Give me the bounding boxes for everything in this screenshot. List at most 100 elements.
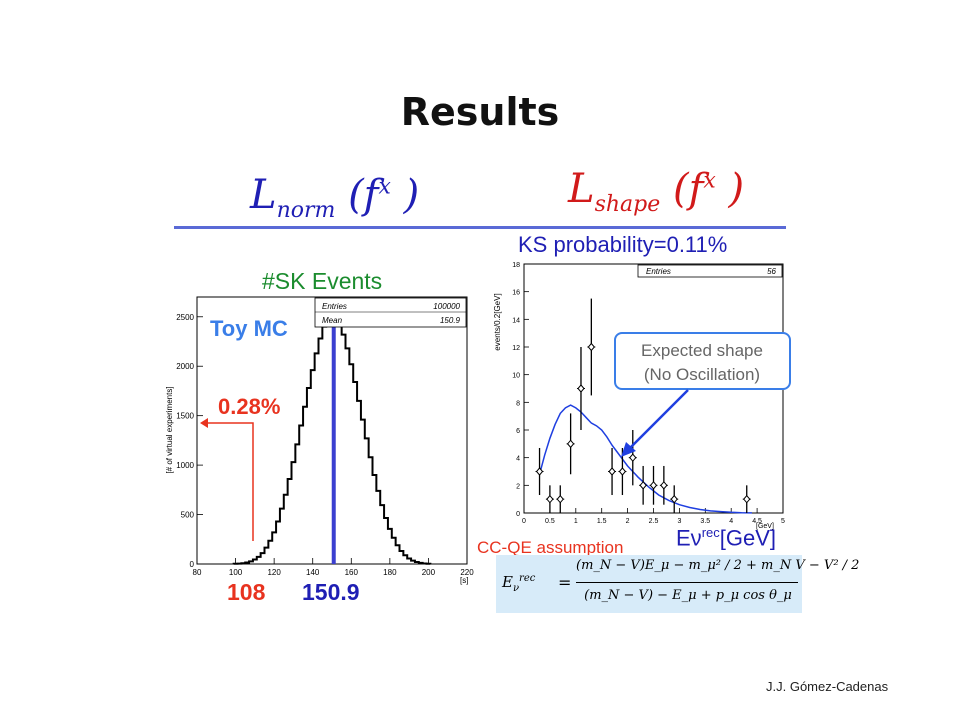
y-tick-label: 0: [516, 511, 520, 518]
stats-entries-value: 100000: [433, 302, 460, 311]
stats-entries-label: Entries: [322, 302, 347, 311]
data-point: [629, 453, 637, 462]
author-credit: J.J. Gómez-Cadenas: [766, 679, 889, 694]
slide-title: Results: [400, 90, 560, 134]
energy-unit-tail: [GeV]: [719, 525, 776, 551]
data-point: [649, 481, 658, 490]
right-panel-title: KS probability=0.11%: [518, 232, 728, 257]
left-stats-box: Entries 100000 Mean 150.9: [314, 297, 467, 328]
y-tick-label: 2500: [176, 313, 194, 322]
y-tick-label: 1500: [176, 412, 194, 421]
y-tick-label: 4: [516, 456, 520, 463]
energy-unit-label: Eνrec [GeV]: [676, 525, 776, 551]
ks-scatter-plot: 0 0.5 1 1.5 2 2.5 3 3.5 4 4.5 5 0 2 4 6 8 10 12 14 16 18 En…: [493, 262, 791, 530]
value-mean-label: 150.9: [302, 579, 360, 605]
toy-mc-label: Toy MC: [210, 316, 288, 341]
expected-shape-callout: [614, 332, 791, 390]
data-point: [608, 467, 616, 476]
cc-qe-label: CC-QE assumption: [477, 538, 624, 557]
formula-numerator: (m_N − V)E_μ − m_μ² / 2 + m_N V − V² / 2: [576, 558, 860, 573]
y-tick-label: 2: [516, 483, 520, 490]
data-point: [535, 467, 544, 476]
energy-unit-base: Eν: [676, 525, 702, 551]
formula-fraction-bar: [576, 582, 798, 583]
data-point: [670, 494, 678, 504]
y-tick-label: 10: [512, 373, 520, 380]
x-tick-label: 200: [422, 568, 436, 577]
title-divider: [174, 226, 786, 229]
value-108-label: 108: [227, 579, 266, 605]
x-tick-label: 160: [345, 568, 359, 577]
y-tick-label: 16: [512, 290, 520, 297]
x-tick-label: 3.5: [700, 518, 710, 525]
formula-lhs-base: E: [502, 573, 513, 591]
x-tick-label: 1.5: [597, 518, 607, 525]
percent-label: 0.28%: [218, 394, 281, 419]
x-tick-label: 0: [522, 518, 526, 525]
formula-superscript: x: [703, 168, 716, 194]
x-tick-label: 1: [574, 518, 578, 525]
left-panel-title: #SK Events: [262, 268, 383, 294]
y-tick-label: 6: [516, 428, 520, 435]
y-tick-label: 0: [190, 560, 195, 569]
y-axis-ticks: 0 500 1000 1500 2000 2500: [176, 313, 203, 569]
data-point: [556, 494, 564, 504]
formula-base: L: [250, 172, 277, 218]
formula-lhs: Eνrec: [502, 573, 535, 594]
y-tick-label: 18: [512, 262, 520, 269]
red-arrow-head: [200, 418, 208, 428]
formula-close: ): [403, 172, 420, 218]
stats-entries-value: 56: [767, 267, 776, 276]
y-axis-ticks: 0 2 4 6 8 10 12 14 16 18: [512, 262, 529, 518]
x-tick-label: 4.5: [752, 518, 762, 525]
x-tick-label: 220: [460, 568, 474, 577]
formula-superscript: x: [378, 174, 391, 200]
x-tick-label: 5: [781, 518, 785, 525]
red-arrow-line: [206, 422, 254, 541]
y-axis-label: events/0.2[GeV]: [493, 293, 502, 350]
y-tick-label: 14: [512, 317, 520, 324]
x-tick-label: 2.5: [649, 518, 659, 525]
x-tick-label: 3: [677, 518, 681, 525]
stats-entries-label: Entries: [646, 267, 671, 276]
formula-arg: (f: [348, 172, 379, 218]
sk-events-histogram: 80 100 120 140 160 180 200 220 0 500 1000 1500 2000…: [165, 296, 474, 585]
y-tick-label: 12: [512, 345, 520, 352]
y-tick-label: 2000: [176, 362, 194, 371]
formula-arg: (f: [672, 166, 704, 212]
data-point: [618, 467, 627, 476]
x-tick-label: 2: [626, 518, 630, 525]
data-point: [566, 439, 575, 449]
formula-equals: =: [558, 573, 572, 592]
data-point: [639, 481, 647, 490]
formula-denominator: (m_N − V) − E_μ + p_μ cos θ_μ: [584, 588, 792, 603]
data-point: [546, 494, 554, 504]
y-tick-label: 8: [516, 400, 520, 407]
right-stats-box: Entries 56: [637, 264, 783, 278]
lnorm-formula: Lnorm (fx ): [250, 172, 419, 223]
energy-unit-sup: rec: [701, 525, 720, 540]
x-axis-label: [GeV]: [756, 523, 774, 530]
x-tick-label: 180: [383, 568, 397, 577]
y-tick-label: 1000: [176, 461, 194, 470]
y-axis-label: [# of virtual experiments]: [165, 386, 174, 473]
formula-base: L: [568, 166, 595, 212]
callout-line2: (No Oscillation): [644, 365, 760, 384]
stats-mean-value: 150.9: [440, 316, 461, 325]
callout-line1: Expected shape: [641, 341, 763, 360]
data-points: [535, 298, 751, 513]
callout-arrow-line: [627, 389, 689, 451]
x-tick-label: 120: [267, 568, 281, 577]
formula-subscript: norm: [276, 198, 336, 223]
x-tick-label: 140: [306, 568, 320, 577]
x-tick-label: 4: [729, 518, 733, 525]
stats-mean-label: Mean: [322, 316, 343, 325]
formula-close: ): [728, 166, 745, 212]
y-tick-label: 500: [181, 511, 195, 520]
formula-lhs-sup: rec: [519, 573, 536, 584]
x-tick-label: 0.5: [545, 518, 555, 525]
lshape-formula: Lshape (fx ): [568, 166, 744, 217]
x-tick-label: 80: [193, 568, 202, 577]
cc-qe-formula-box: Eνrec = (m_N − V)E_μ − m_μ² / 2 + m_N V …: [496, 555, 860, 613]
formula-lhs-sub: ν: [512, 583, 520, 594]
